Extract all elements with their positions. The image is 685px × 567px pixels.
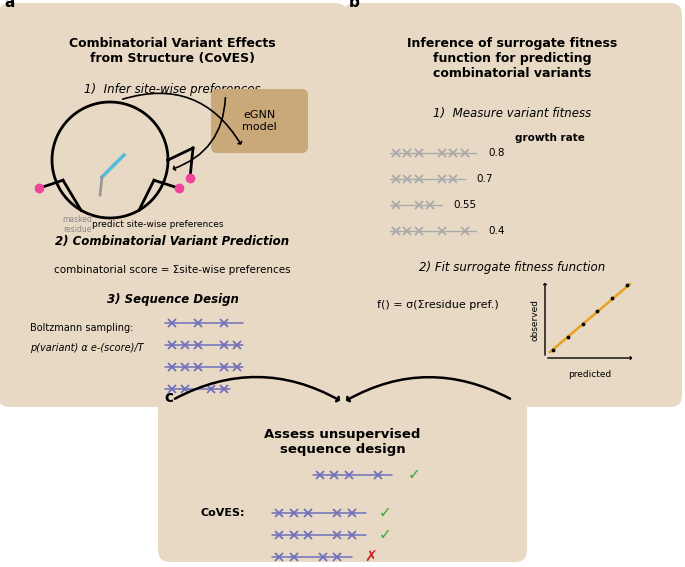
FancyBboxPatch shape xyxy=(211,89,308,153)
Text: Assess unsupervised
sequence design: Assess unsupervised sequence design xyxy=(264,428,421,456)
Text: 2) Fit surrogate fitness function: 2) Fit surrogate fitness function xyxy=(419,261,606,274)
Text: 1)  Measure variant fitness: 1) Measure variant fitness xyxy=(434,107,592,120)
Text: a: a xyxy=(4,0,14,10)
Text: f() = σ(Σresidue pref.): f() = σ(Σresidue pref.) xyxy=(377,300,499,310)
Text: 2) Combinatorial Variant Prediction: 2) Combinatorial Variant Prediction xyxy=(55,235,290,248)
Text: 3) Sequence Design: 3) Sequence Design xyxy=(107,293,238,306)
Text: masked
residue: masked residue xyxy=(62,215,92,234)
Text: CoVES:: CoVES: xyxy=(200,508,245,518)
Text: 0.7: 0.7 xyxy=(477,174,493,184)
Text: 1)  Infer site-wise preferences: 1) Infer site-wise preferences xyxy=(84,83,261,96)
Text: growth rate: growth rate xyxy=(515,133,585,143)
Text: 0.8: 0.8 xyxy=(488,148,505,158)
Text: ✓: ✓ xyxy=(378,506,391,521)
Text: observed: observed xyxy=(530,299,540,341)
FancyBboxPatch shape xyxy=(158,398,527,562)
Text: ✗: ✗ xyxy=(364,549,377,565)
Text: Inference of surrogate fitness
function for predicting
combinatorial variants: Inference of surrogate fitness function … xyxy=(408,37,618,80)
Text: Combinatorial Variant Effects
from Structure (CoVES): Combinatorial Variant Effects from Struc… xyxy=(69,37,276,65)
Text: ✓: ✓ xyxy=(408,468,420,483)
Text: predicted: predicted xyxy=(569,370,612,379)
Text: p(variant) α e-(score)/T: p(variant) α e-(score)/T xyxy=(30,343,144,353)
Text: predict site-wise preferences: predict site-wise preferences xyxy=(92,220,223,229)
Text: Boltzmann sampling:: Boltzmann sampling: xyxy=(30,323,134,333)
Text: eGNN
model: eGNN model xyxy=(242,110,277,132)
Text: combinatorial score = Σsite-wise preferences: combinatorial score = Σsite-wise prefere… xyxy=(54,265,291,275)
FancyBboxPatch shape xyxy=(343,3,682,407)
Text: 0.55: 0.55 xyxy=(453,200,477,210)
FancyBboxPatch shape xyxy=(0,3,347,407)
Text: ✓: ✓ xyxy=(378,527,391,543)
Text: 0.4: 0.4 xyxy=(488,226,505,236)
Text: b: b xyxy=(349,0,360,10)
Text: c: c xyxy=(164,390,173,405)
